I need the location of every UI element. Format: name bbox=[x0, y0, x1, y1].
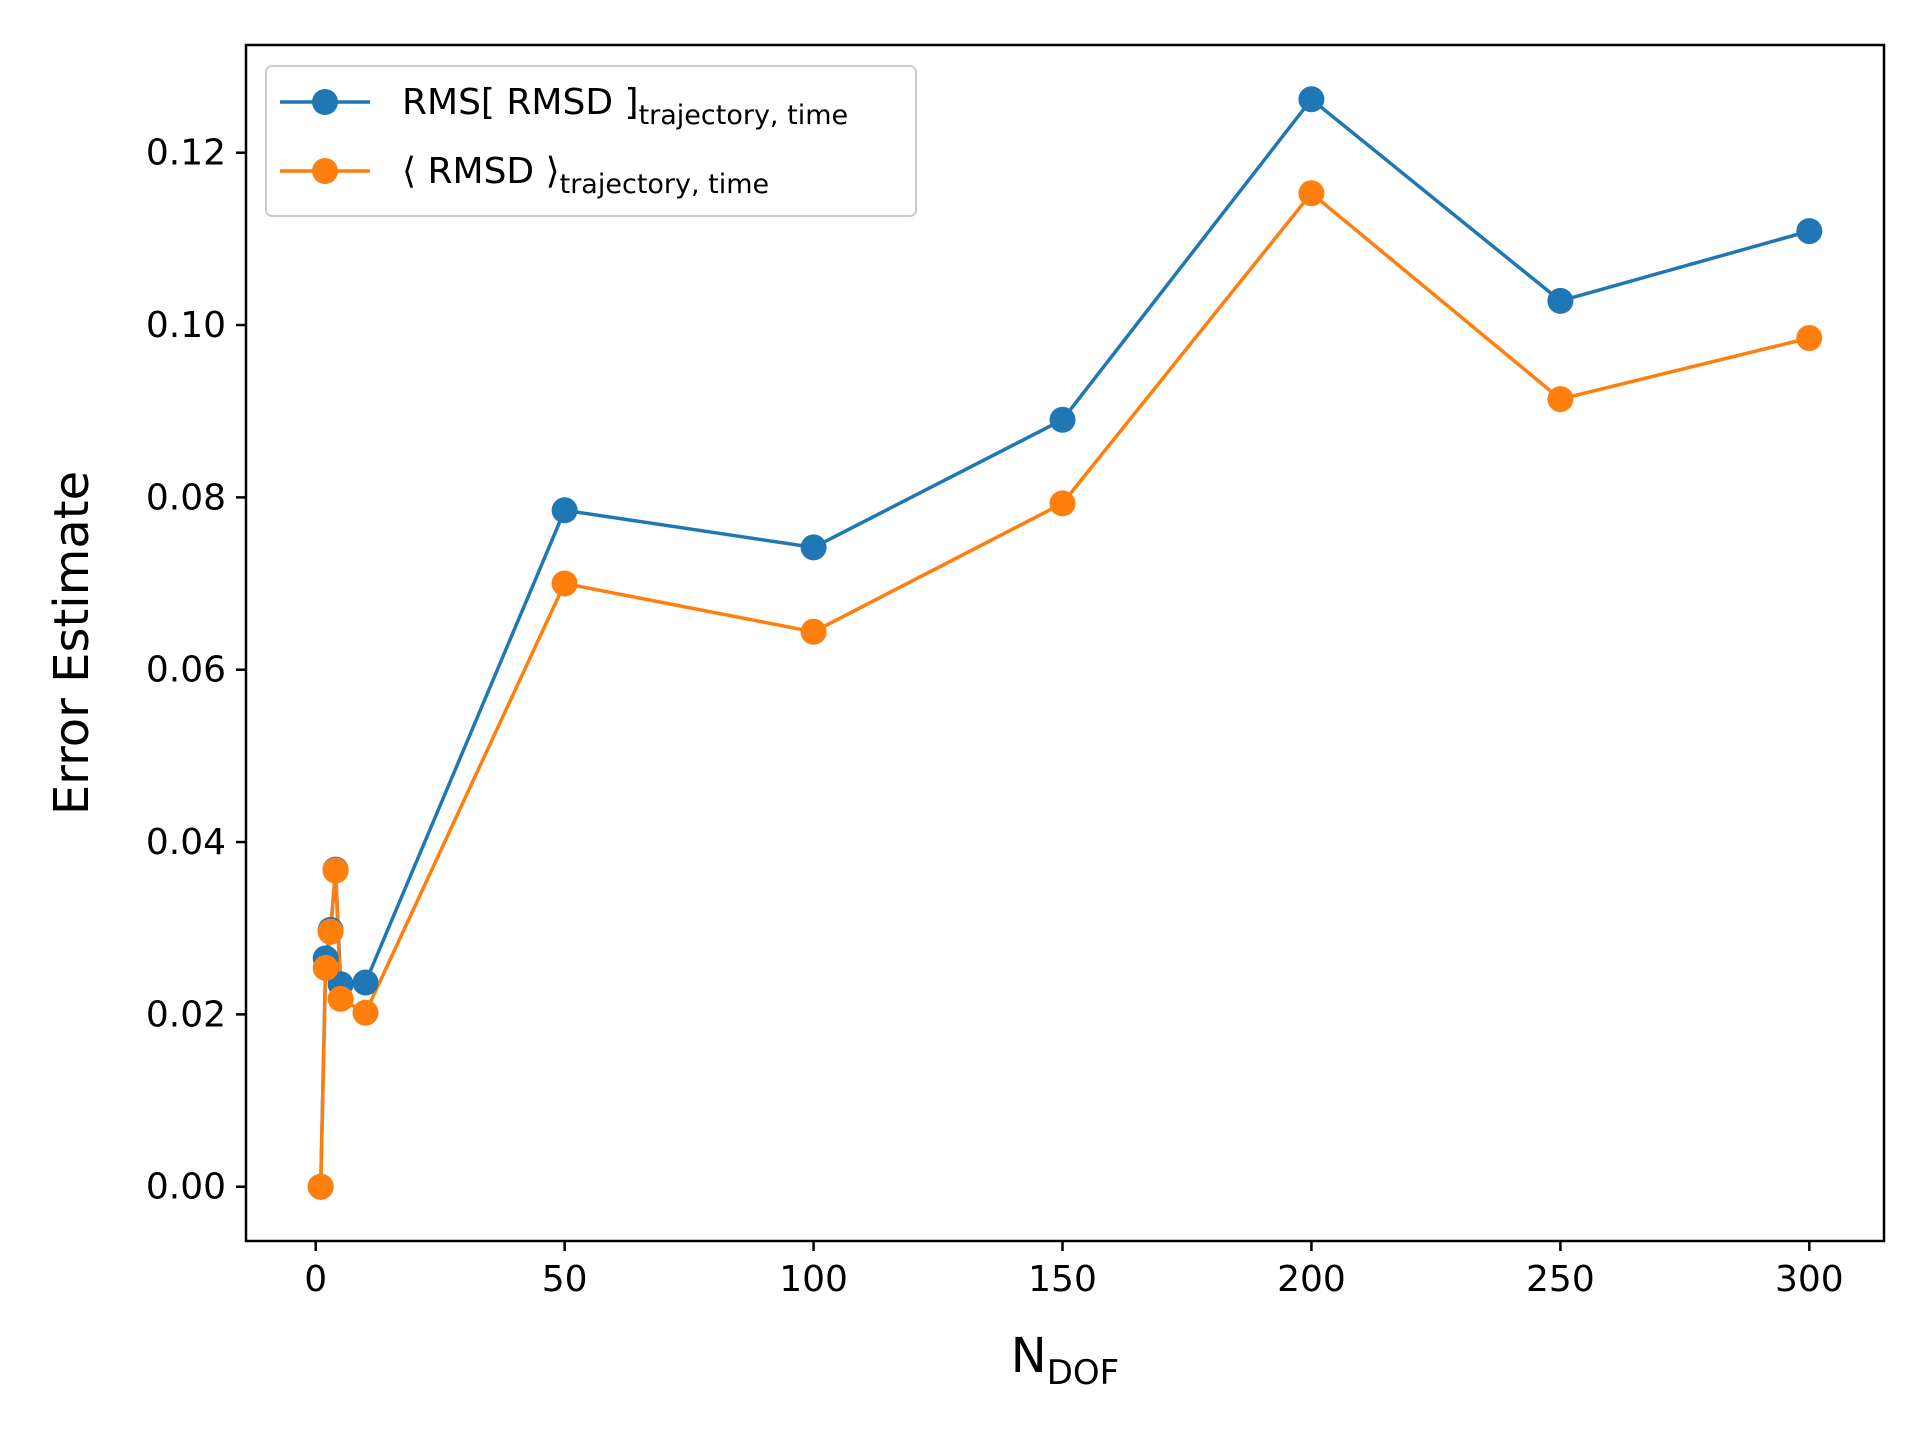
x-axis-label-sub: DOF bbox=[1047, 1353, 1120, 1393]
y-tick-label: 0.04 bbox=[146, 822, 226, 863]
legend-label-rms: RMS[ RMSD ]trajectory, time bbox=[402, 82, 848, 131]
series-1-point-7 bbox=[800, 618, 827, 645]
series-0-point-6 bbox=[551, 497, 578, 524]
x-tick-label: 150 bbox=[1028, 1259, 1097, 1300]
x-tick-label: 250 bbox=[1526, 1259, 1595, 1300]
y-tick-label: 0.06 bbox=[146, 650, 226, 691]
plot-frame bbox=[244, 43, 1886, 1243]
y-tick-label: 0.00 bbox=[146, 1167, 226, 1208]
x-axis-ticks: 0 50 100 150 200 250 300 bbox=[304, 1241, 1844, 1300]
plot-markers bbox=[307, 86, 1823, 1200]
y-tick-label: 0.02 bbox=[146, 994, 226, 1035]
legend: RMS[ RMSD ]trajectory, time ⟨ RMSD ⟩traj… bbox=[265, 65, 917, 217]
series-0-point-11 bbox=[1796, 218, 1823, 245]
series-0-point-5 bbox=[352, 969, 379, 996]
y-tick-label: 0.08 bbox=[146, 477, 226, 518]
series-1-point-1 bbox=[312, 954, 339, 981]
series-1-point-8 bbox=[1049, 490, 1076, 517]
series-1-point-0 bbox=[307, 1173, 334, 1200]
legend-label-rms-main: RMS[ RMSD ] bbox=[402, 82, 639, 123]
x-tick-label: 100 bbox=[779, 1259, 848, 1300]
series-0-point-9 bbox=[1298, 86, 1325, 113]
legend-marker-mean bbox=[312, 158, 338, 184]
series-1-point-11 bbox=[1796, 325, 1823, 351]
series-1-point-6 bbox=[551, 570, 578, 597]
y-tick-label: 0.10 bbox=[146, 305, 226, 346]
series-1-point-5 bbox=[352, 999, 379, 1026]
y-tick-label: 0.12 bbox=[146, 133, 226, 174]
legend-box bbox=[265, 65, 917, 217]
x-tick-label: 50 bbox=[542, 1259, 588, 1300]
legend-label-mean-main: ⟨ RMSD ⟩ bbox=[402, 151, 560, 192]
x-tick-label: 300 bbox=[1775, 1259, 1844, 1300]
series-1-point-10 bbox=[1547, 386, 1574, 413]
series-1-point-2 bbox=[317, 918, 344, 945]
series-0-point-8 bbox=[1049, 406, 1076, 433]
x-tick-label: 0 bbox=[304, 1259, 327, 1300]
series-0-point-10 bbox=[1547, 287, 1574, 314]
x-tick-label: 200 bbox=[1277, 1259, 1346, 1300]
y-axis-label: Error Estimate bbox=[44, 471, 100, 815]
legend-label-mean-sub: trajectory, time bbox=[560, 169, 770, 200]
legend-label-rms-sub: trajectory, time bbox=[639, 100, 849, 131]
series-0-point-7 bbox=[800, 534, 827, 561]
x-axis-label-main: N bbox=[1011, 1328, 1047, 1384]
legend-marker-rms bbox=[312, 89, 338, 115]
series-1-point-4 bbox=[327, 985, 354, 1012]
y-axis-ticks: 0.00 0.02 0.04 0.06 0.08 0.10 0.12 bbox=[146, 133, 246, 1208]
series-1-point-3 bbox=[322, 857, 349, 884]
legend-label-mean: ⟨ RMSD ⟩trajectory, time bbox=[402, 151, 769, 200]
series-1-point-9 bbox=[1298, 180, 1325, 207]
x-axis-label: NDOF bbox=[1011, 1328, 1119, 1393]
